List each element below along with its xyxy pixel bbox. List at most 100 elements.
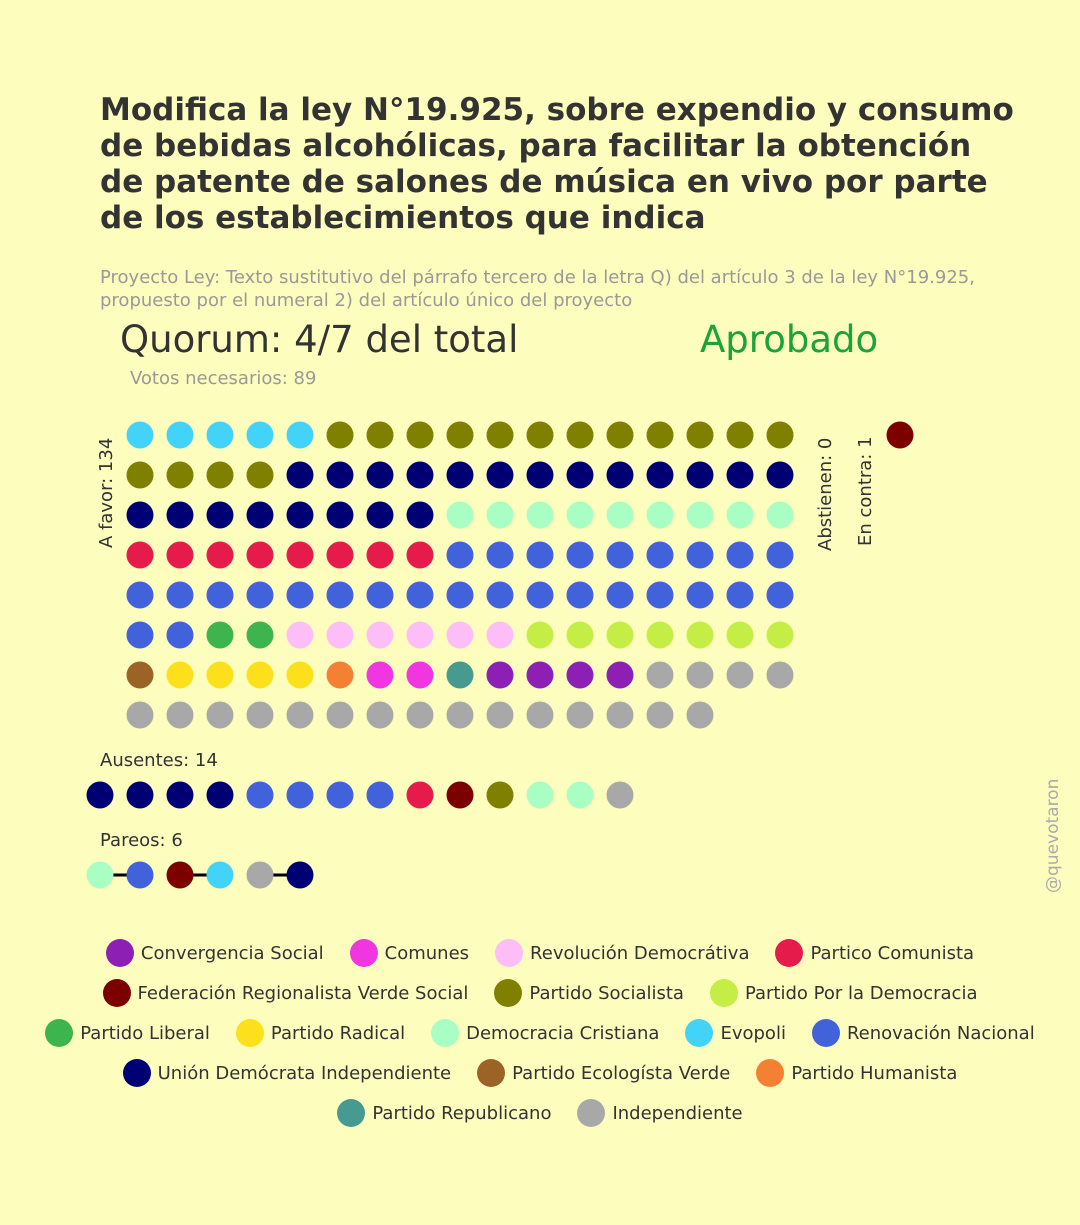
ausente-dot-democracia-cristiana [526, 781, 554, 809]
favor-dot-revolucion-democrativa [366, 621, 394, 649]
legend-label: Independiente [612, 1102, 743, 1124]
favor-dot-partido-socialista [566, 421, 594, 449]
favor-dot-evopoli [246, 421, 274, 449]
legend-label: Partido Radical [270, 1022, 406, 1044]
favor-dot-partido-por-la-democracia [726, 621, 754, 649]
favor-dot-partido-por-la-democracia [566, 621, 594, 649]
ausente-dot-union-democrata-independiente [206, 781, 234, 809]
legend-row: Partido Liberal Partido Radical Democracia… [0, 1013, 1080, 1053]
favor-dot-partido-socialista [686, 421, 714, 449]
favor-dot-union-democrata-independiente [126, 501, 154, 529]
favor-dot-democracia-cristiana [566, 501, 594, 529]
favor-dot-independiente [526, 701, 554, 729]
favor-dot-evopoli [126, 421, 154, 449]
legend-label: Partido Republicano [372, 1102, 552, 1124]
legend-swatch [811, 1019, 840, 1047]
favor-dot-independiente [646, 661, 674, 689]
favor-dot-partido-socialista [326, 421, 354, 449]
legend-item-federacion-regionalista-verde-social: Federación Regionalista Verde Social [102, 979, 468, 1007]
favor-dot-independiente [126, 701, 154, 729]
favor-dot-partido-socialista [366, 421, 394, 449]
favor-dot-revolucion-democrativa [486, 621, 514, 649]
favor-dot-union-democrata-independiente [286, 501, 314, 529]
favor-dot-renovacion-nacional [726, 581, 754, 609]
favor-dot-convergencia-social [606, 661, 634, 689]
favor-dot-renovacion-nacional [406, 581, 434, 609]
legend-swatch [477, 1059, 506, 1087]
favor-dot-renovacion-nacional [606, 581, 634, 609]
favor-dot-convergencia-social [526, 661, 554, 689]
favor-dot-partido-liberal [246, 621, 274, 649]
favor-dot-union-democrata-independiente [646, 461, 674, 489]
favor-dot-partico-comunista [366, 541, 394, 569]
legend-item-comunes: Comunes [349, 939, 469, 967]
ausente-dot-partido-socialista [486, 781, 514, 809]
favor-dot-renovacion-nacional [526, 581, 554, 609]
favor-dot-union-democrata-independiente [606, 461, 634, 489]
favor-dot-renovacion-nacional [726, 541, 754, 569]
legend-item-partico-comunista: Partico Comunista [775, 939, 974, 967]
legend-item-partido-republicano: Partido Republicano [337, 1099, 551, 1127]
legend-swatch [349, 939, 378, 967]
favor-dot-partico-comunista [126, 541, 154, 569]
favor-dot-partico-comunista [246, 541, 274, 569]
ausente-dot-federacion-regionalista-verde-social [446, 781, 474, 809]
pareos-label: Pareos: 6 [100, 830, 183, 851]
legend-row: Convergencia Social Comunes Revolución Dem… [0, 933, 1080, 973]
favor-dot-renovacion-nacional [326, 581, 354, 609]
favor-dot-democracia-cristiana [526, 501, 554, 529]
favor-dot-union-democrata-independiente [326, 461, 354, 489]
favor-dot-union-democrata-independiente [246, 501, 274, 529]
ausente-dot-renovacion-nacional [326, 781, 354, 809]
legend-swatch [105, 939, 134, 967]
pareo-dot-federacion-regionalista-verde-social [166, 861, 194, 889]
legend-swatch [775, 939, 804, 967]
party-legend: Convergencia Social Comunes Revolución Dem… [0, 933, 1080, 1133]
pareo-dot-democracia-cristiana [86, 861, 114, 889]
favor-dot-partido-radical [166, 661, 194, 689]
favor-dot-evopoli [286, 421, 314, 449]
legend-item-revolucion-democrativa: Revolución Democrátiva [495, 939, 749, 967]
legend-swatch [45, 1019, 74, 1047]
favor-dot-renovacion-nacional [486, 581, 514, 609]
legend-label: Partido Ecologísta Verde [512, 1062, 731, 1084]
favor-dot-independiente [366, 701, 394, 729]
quorum-label: Quorum: 4/7 del total [120, 318, 519, 361]
favor-dot-renovacion-nacional [366, 581, 394, 609]
favor-dot-democracia-cristiana [446, 501, 474, 529]
favor-dot-partido-socialista [606, 421, 634, 449]
legend-label: Partico Comunista [810, 942, 975, 964]
favor-dot-revolucion-democrativa [446, 621, 474, 649]
pareo-dot-renovacion-nacional [126, 861, 154, 889]
favor-dot-partido-humanista [326, 661, 354, 689]
legend-item-union-democrata-independiente: Unión Demócrata Independiente [122, 1059, 451, 1087]
legend-item-partido-humanista: Partido Humanista [756, 1059, 957, 1087]
favor-dot-revolucion-democrativa [406, 621, 434, 649]
favor-dot-union-democrata-independiente [366, 461, 394, 489]
favor-dot-renovacion-nacional [166, 621, 194, 649]
favor-dot-renovacion-nacional [686, 541, 714, 569]
favor-dot-renovacion-nacional [126, 621, 154, 649]
legend-item-independiente: Independiente [577, 1099, 743, 1127]
legend-label: Partido Humanista [791, 1062, 958, 1084]
favor-dot-partico-comunista [286, 541, 314, 569]
legend-item-partido-liberal: Partido Liberal [45, 1019, 210, 1047]
favor-dot-renovacion-nacional [166, 581, 194, 609]
favor-dot-comunes [406, 661, 434, 689]
favor-dot-partido-socialista [486, 421, 514, 449]
ausente-dot-union-democrata-independiente [166, 781, 194, 809]
favor-dot-independiente [446, 701, 474, 729]
legend-item-evopoli: Evopoli [685, 1019, 786, 1047]
favor-dot-renovacion-nacional [566, 541, 594, 569]
favor-dot-union-democrata-independiente [446, 461, 474, 489]
ausente-dot-renovacion-nacional [366, 781, 394, 809]
favor-dot-independiente [166, 701, 194, 729]
legend-label: Democracia Cristiana [466, 1022, 660, 1044]
favor-dot-independiente [686, 701, 714, 729]
favor-dot-union-democrata-independiente [406, 461, 434, 489]
favor-dot-independiente [406, 701, 434, 729]
favor-dot-evopoli [206, 421, 234, 449]
legend-row: Partido Republicano Independiente [0, 1093, 1080, 1133]
favor-dot-union-democrata-independiente [486, 461, 514, 489]
ausente-dot-union-democrata-independiente [126, 781, 154, 809]
